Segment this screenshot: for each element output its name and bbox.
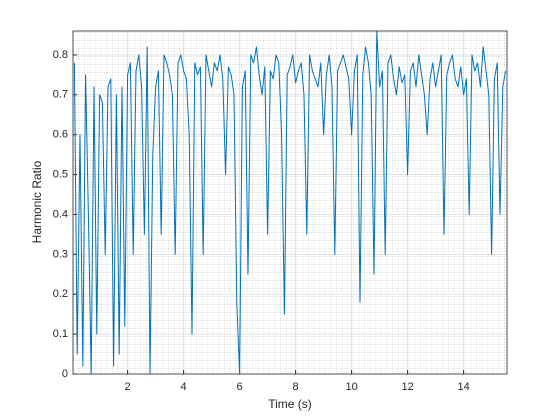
y-tick-label: 0.6 <box>53 129 68 141</box>
y-tick-label: 0.4 <box>53 208 68 220</box>
line-series <box>73 30 507 375</box>
axes-box <box>72 30 508 375</box>
y-tick-label: 0.5 <box>53 168 68 180</box>
x-tick-label: 12 <box>401 381 413 393</box>
x-tick-label: 14 <box>457 381 469 393</box>
y-tick-label: 0.8 <box>53 49 68 61</box>
y-tick-label: 0.3 <box>53 248 68 260</box>
x-tick-label: 8 <box>293 381 299 393</box>
x-tick-label: 4 <box>181 381 187 393</box>
y-tick-label: 0.1 <box>53 328 68 340</box>
y-axis-label: Harmonic Ratio <box>30 160 44 243</box>
y-tick-label: 0.2 <box>53 288 68 300</box>
y-tick-label: 0.7 <box>53 89 68 101</box>
x-tick-label: 6 <box>237 381 243 393</box>
x-axis-label: Time (s) <box>268 397 312 411</box>
x-tick-label: 2 <box>125 381 131 393</box>
x-tick-label: 10 <box>345 381 357 393</box>
y-tick-label: 0 <box>62 368 68 380</box>
